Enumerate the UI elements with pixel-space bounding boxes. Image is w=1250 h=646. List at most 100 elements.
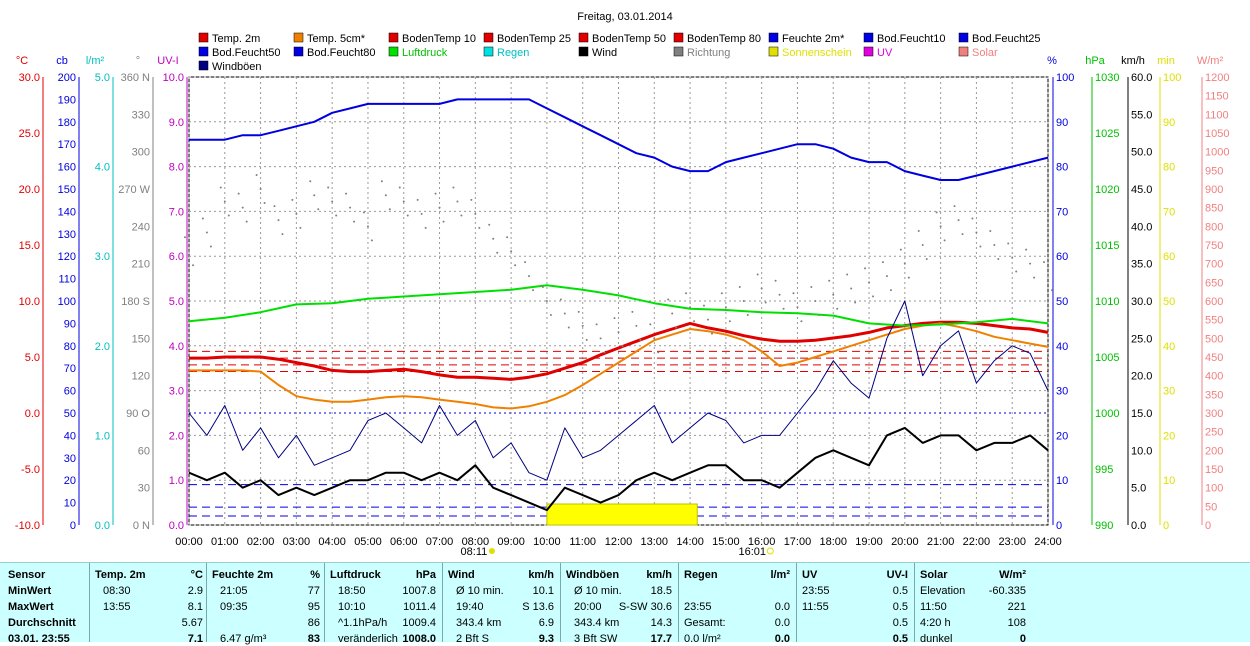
legend-swatch bbox=[578, 46, 589, 57]
axis-tick-left: 8.0 bbox=[169, 162, 184, 174]
direction-point bbox=[456, 200, 459, 203]
axis-tick-right: 550 bbox=[1205, 315, 1223, 327]
axis-tick-right: 80 bbox=[1163, 162, 1175, 174]
series-line-temp-5cm- bbox=[189, 322, 1049, 410]
cell-left: veränderlich bbox=[338, 633, 398, 645]
direction-point bbox=[192, 264, 194, 267]
direction-point bbox=[327, 186, 330, 189]
cell-value: S 13.6 bbox=[522, 601, 554, 613]
axis-tick-left: 3.0 bbox=[169, 386, 184, 398]
sunshine-block bbox=[546, 503, 698, 526]
cell-left: Elevation bbox=[920, 585, 966, 597]
direction-point bbox=[201, 217, 204, 220]
cell-value: 8.1 bbox=[187, 601, 203, 613]
direction-point bbox=[917, 230, 920, 232]
legend-swatch bbox=[958, 46, 969, 57]
legend-item: BodenTemp 25 bbox=[497, 33, 571, 45]
series-line-wind bbox=[188, 426, 1049, 512]
axis-tick-left: 360 N bbox=[121, 72, 150, 84]
legend-swatch bbox=[293, 32, 304, 43]
direction-point bbox=[997, 258, 1000, 260]
direction-point bbox=[335, 214, 338, 217]
direction-point bbox=[689, 306, 692, 309]
x-tick-label: 01:00 bbox=[211, 536, 239, 548]
cell-value: 108 bbox=[1007, 617, 1026, 629]
axis-tick-right: 10 bbox=[1163, 475, 1175, 487]
direction-point bbox=[889, 289, 892, 292]
x-tick-label: 09:00 bbox=[497, 536, 525, 548]
axis-tick-left: 4.0 bbox=[169, 341, 184, 353]
axis-tick-right: 1150 bbox=[1205, 91, 1229, 103]
direction-point bbox=[259, 188, 262, 190]
column-unit: km/h bbox=[528, 569, 554, 581]
column-separator bbox=[560, 563, 561, 642]
legend-item: Richtung bbox=[687, 47, 730, 59]
direction-point bbox=[675, 326, 678, 329]
cell-value: 2.9 bbox=[187, 585, 203, 597]
cell-value: 14.3 bbox=[650, 617, 672, 629]
legend-swatch bbox=[293, 46, 304, 57]
axis-tick-left: 0 N bbox=[133, 520, 150, 532]
sunrise-icon bbox=[488, 548, 495, 554]
axis-tick-right: 100 bbox=[1205, 483, 1223, 495]
axis-tick-left: 180 bbox=[58, 117, 76, 129]
direction-point bbox=[617, 331, 620, 334]
axis-tick-right: 55.0 bbox=[1131, 109, 1152, 121]
axis-tick-right: 1015 bbox=[1095, 240, 1119, 252]
direction-point bbox=[710, 332, 713, 335]
cell-left: 23:55 bbox=[684, 601, 712, 613]
axis-tick-right: 50 bbox=[1205, 501, 1217, 513]
cell-value: 77 bbox=[307, 585, 320, 597]
cell-value: -60.335 bbox=[988, 585, 1026, 597]
legend-item: BodenTemp 10 bbox=[402, 33, 476, 45]
cell-value: 0.5 bbox=[892, 617, 908, 629]
legend-swatch bbox=[768, 46, 779, 57]
x-tick-label: 23:00 bbox=[998, 536, 1026, 548]
column-header: Sensor bbox=[8, 569, 46, 581]
row-label: 03.01. 23:55 bbox=[8, 633, 70, 645]
cell-left: 6.47 g/m³ bbox=[220, 633, 267, 645]
direction-point bbox=[370, 239, 373, 242]
cell-value: 1007.8 bbox=[402, 585, 436, 597]
axis-tick-left: 30 bbox=[64, 453, 76, 465]
direction-point bbox=[756, 273, 759, 276]
axis-tick-right: 900 bbox=[1205, 184, 1223, 196]
direction-point bbox=[885, 275, 888, 278]
series-line-luftdruck bbox=[188, 284, 1049, 327]
direction-point bbox=[416, 198, 419, 201]
direction-point bbox=[953, 205, 956, 208]
direction-point bbox=[828, 279, 831, 282]
direction-point bbox=[796, 306, 799, 309]
cell-left: 343.4 km bbox=[574, 617, 620, 629]
cell-value: 6.9 bbox=[538, 617, 554, 629]
series-line-windb-en bbox=[188, 300, 1049, 481]
axis-unit-right: min bbox=[1157, 55, 1175, 67]
axis-tick-left: 150 bbox=[58, 184, 76, 196]
direction-point bbox=[993, 244, 996, 246]
cell-value: 7.1 bbox=[187, 633, 203, 645]
axis-tick-left: 240 bbox=[132, 221, 150, 233]
direction-point bbox=[559, 298, 562, 301]
direction-point bbox=[585, 338, 588, 341]
legend-swatch bbox=[198, 60, 209, 71]
direction-point bbox=[961, 233, 964, 236]
axis-tick-left: 9.0 bbox=[169, 117, 184, 129]
cell-value: 0.0 bbox=[774, 617, 790, 629]
axis-tick-right: 30.0 bbox=[1131, 296, 1152, 308]
axis-tick-right: 50 bbox=[1056, 296, 1068, 308]
direction-point bbox=[581, 324, 584, 327]
legend-swatch bbox=[768, 32, 779, 43]
axis-tick-right: 70 bbox=[1163, 206, 1175, 218]
axis-tick-right: 20 bbox=[1056, 430, 1068, 442]
cell-left: 21:05 bbox=[220, 585, 248, 597]
x-tick-label: 13:00 bbox=[641, 536, 669, 548]
legend-item: Windböen bbox=[212, 61, 262, 73]
axis-tick-right: 0 bbox=[1056, 520, 1062, 532]
direction-point bbox=[782, 307, 785, 310]
direction-point bbox=[814, 300, 817, 302]
axis-tick-left: 1.0 bbox=[169, 475, 184, 487]
axis-tick-left: 160 bbox=[58, 162, 76, 174]
cell-value: 5.67 bbox=[181, 617, 203, 629]
column-separator bbox=[796, 563, 797, 642]
direction-point bbox=[460, 214, 463, 217]
